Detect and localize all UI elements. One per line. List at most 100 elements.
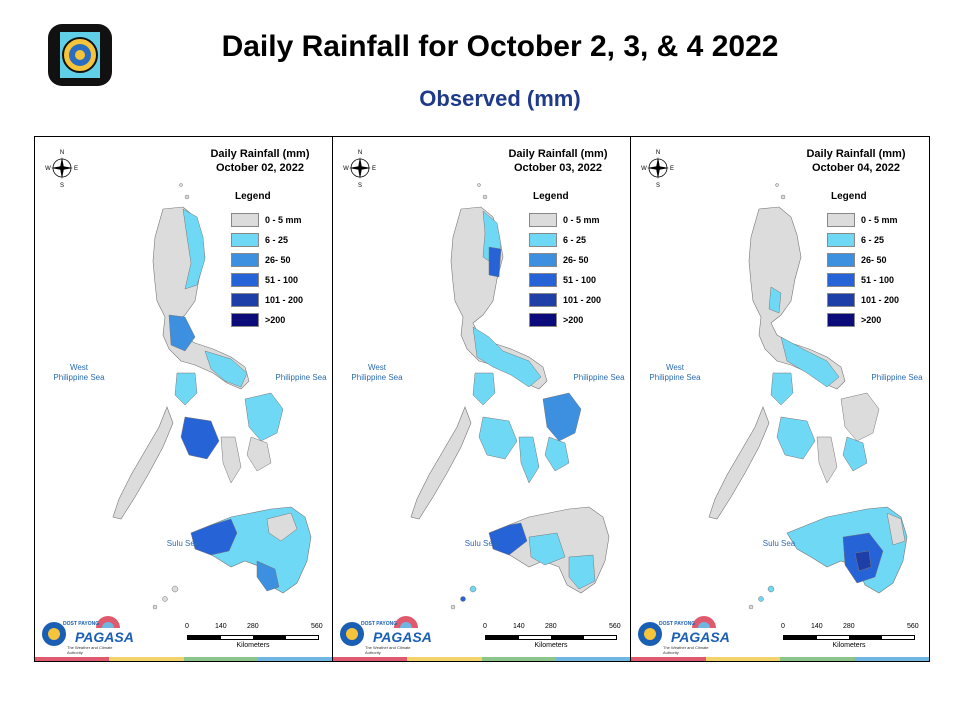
legend-item: 101 - 200 <box>231 290 321 310</box>
legend-label: 51 - 100 <box>861 275 895 285</box>
brand-small-text: DOST PAYONG <box>361 621 398 627</box>
color-strip <box>631 657 929 661</box>
legend: Legend 0 - 5 mm 6 - 25 26- 50 51 - 100 1… <box>827 191 917 330</box>
compass-n-label: N <box>358 150 362 156</box>
legend-label: 26- 50 <box>563 255 589 265</box>
strip-segment <box>705 657 780 661</box>
legend-item: 26- 50 <box>827 250 917 270</box>
sulu-sea-label: Sulu Sea <box>166 539 200 548</box>
compass-n-label: N <box>60 150 64 156</box>
legend-label: 101 - 200 <box>861 295 900 305</box>
legend-swatch <box>231 213 259 227</box>
legend-swatch <box>231 233 259 247</box>
strip-segment <box>854 657 929 661</box>
rainfall-map-oct-02 <box>112 183 312 610</box>
legend-item: 101 - 200 <box>529 290 619 310</box>
legend-item: 51 - 100 <box>827 270 917 290</box>
compass-s-label: S <box>60 183 64 189</box>
brand-name: PAGASA <box>373 629 432 645</box>
brand-tagline: The Weather and Climate Authority <box>67 645 113 655</box>
scale-tick: 280 <box>247 623 259 630</box>
pagasa-brand-logo: DOST PAYONG PAGASA The Weather and Clima… <box>337 615 432 655</box>
west-philippine-sea-label: West Philippine Sea <box>645 363 705 383</box>
legend-label: 6 - 25 <box>563 235 587 245</box>
strip-segment <box>333 657 408 661</box>
legend-swatch <box>827 213 855 227</box>
legend: Legend 0 - 5 mm 6 - 25 26- 50 51 - 100 1… <box>231 191 321 330</box>
legend-item: 26- 50 <box>529 250 619 270</box>
legend-label: 6 - 25 <box>265 235 289 245</box>
legend-heading: Legend <box>831 191 867 202</box>
strip-segment <box>183 657 258 661</box>
brand-small-text: DOST PAYONG <box>659 621 696 627</box>
scale-bar: 0 140 280 560 Kilometers <box>779 623 929 649</box>
legend-label: >200 <box>861 315 882 325</box>
legend-swatch <box>529 273 557 287</box>
scale-tick: 0 <box>781 623 785 630</box>
legend-label: 51 - 100 <box>265 275 299 285</box>
compass-s-label: S <box>656 183 660 189</box>
scale-tick: 280 <box>545 623 557 630</box>
compass-w-label: W <box>641 166 647 172</box>
scale-tick: 0 <box>185 623 189 630</box>
legend-swatch <box>231 253 259 267</box>
legend-swatch <box>827 293 855 307</box>
map-panel-oct-02: N S W E Daily Rainfall (mm) October 02, … <box>35 137 333 661</box>
philippine-sea-label: Philippine Sea <box>275 373 327 382</box>
pagasa-brand-logo: DOST PAYONG PAGASA The Weather and Clima… <box>39 615 134 655</box>
legend-swatch <box>827 313 855 327</box>
scale-bar: 0 140 280 560 Kilometers <box>481 623 630 649</box>
compass-e-label: E <box>372 166 376 172</box>
scale-tick: 0 <box>483 623 487 630</box>
compass-rose-icon: N S W E <box>641 147 675 189</box>
philippine-sea-label: Philippine Sea <box>573 373 625 382</box>
pagasa-seal-logo <box>46 22 114 88</box>
legend-heading: Legend <box>533 191 569 202</box>
legend-swatch <box>827 273 855 287</box>
rainfall-map-oct-03 <box>410 183 610 610</box>
legend-item: >200 <box>529 310 619 330</box>
scale-tick: 560 <box>609 623 621 630</box>
brand-small-text: DOST PAYONG <box>63 621 100 627</box>
legend-item: 26- 50 <box>231 250 321 270</box>
legend-label: 0 - 5 mm <box>861 215 898 225</box>
scale-unit: Kilometers <box>236 642 270 649</box>
legend-swatch <box>529 313 557 327</box>
sea-label-line: Philippine Sea <box>53 373 105 382</box>
scale-tick: 140 <box>811 623 823 630</box>
west-philippine-sea-label: West Philippine Sea <box>49 363 109 383</box>
legend-item: 51 - 100 <box>231 270 321 290</box>
compass-rose-icon: N S W E <box>45 147 79 189</box>
legend-swatch <box>231 293 259 307</box>
panel-title: Daily Rainfall (mm) October 02, 2022 <box>195 147 325 175</box>
legend-item: >200 <box>827 310 917 330</box>
compass-e-label: E <box>74 166 78 172</box>
compass-n-label: N <box>656 150 660 156</box>
legend-item: >200 <box>231 310 321 330</box>
strip-segment <box>780 657 855 661</box>
scale-bar: 0 140 280 560 Kilometers <box>183 623 332 649</box>
scale-tick: 560 <box>311 623 323 630</box>
legend-label: >200 <box>563 315 584 325</box>
legend-swatch <box>231 273 259 287</box>
map-panel-oct-03: N S W E Daily Rainfall (mm) October 03, … <box>333 137 631 661</box>
scale-unit: Kilometers <box>534 642 568 649</box>
page-subtitle: Observed (mm) <box>419 86 581 111</box>
legend-swatch <box>529 253 557 267</box>
map-panel-oct-04: N S W E Daily Rainfall (mm) October 04, … <box>631 137 929 661</box>
panel-title-date: October 03, 2022 <box>513 162 603 174</box>
scale-unit: Kilometers <box>832 642 866 649</box>
legend-label: 101 - 200 <box>563 295 602 305</box>
strip-segment <box>631 657 706 661</box>
sulu-sea-label: Sulu Sea <box>464 539 498 548</box>
brand-tagline: The Weather and Climate Authority <box>365 645 411 655</box>
scale-tick: 560 <box>907 623 919 630</box>
legend-label: 51 - 100 <box>563 275 597 285</box>
legend-item: 101 - 200 <box>827 290 917 310</box>
west-philippine-sea-label: West Philippine Sea <box>347 363 407 383</box>
legend-label: 101 - 200 <box>265 295 304 305</box>
legend-swatch <box>529 213 557 227</box>
scale-tick: 140 <box>513 623 525 630</box>
legend-item: 0 - 5 mm <box>231 210 321 230</box>
legend-label: 6 - 25 <box>861 235 885 245</box>
